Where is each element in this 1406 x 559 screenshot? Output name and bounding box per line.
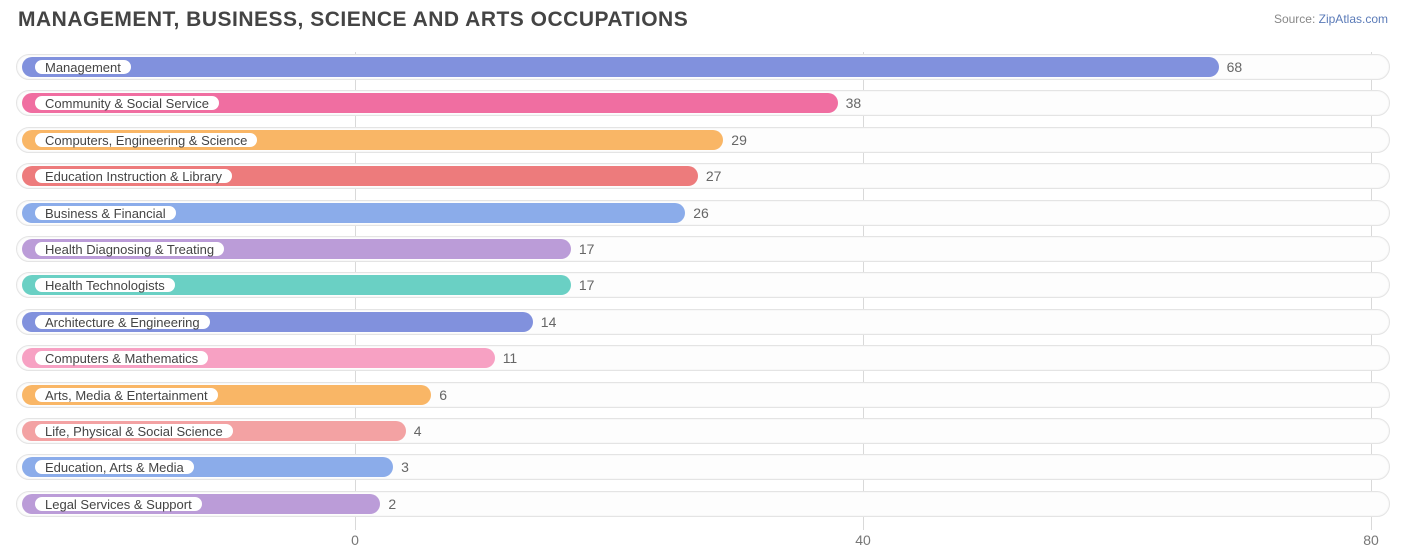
category-label-pill: Arts, Media & Entertainment <box>34 387 219 403</box>
value-label: 26 <box>693 205 709 221</box>
value-label: 38 <box>846 95 862 111</box>
bar-row: Computers & Mathematics 11 <box>16 343 1390 373</box>
bar-row: Architecture & Engineering 14 <box>16 307 1390 337</box>
value-label: 68 <box>1227 59 1243 75</box>
category-label-pill: Computers, Engineering & Science <box>34 132 258 148</box>
category-label-pill: Education Instruction & Library <box>34 168 233 184</box>
value-label: 6 <box>439 387 447 403</box>
bar-row: Education, Arts & Media 3 <box>16 452 1390 482</box>
x-axis-tick-label: 40 <box>855 532 871 548</box>
category-label-pill: Education, Arts & Media <box>34 459 195 475</box>
bar-row: Life, Physical & Social Science 4 <box>16 416 1390 446</box>
source-link[interactable]: ZipAtlas.com <box>1319 12 1388 26</box>
chart-header: MANAGEMENT, BUSINESS, SCIENCE AND ARTS O… <box>0 0 1406 46</box>
bar-row: Management 68 <box>16 52 1390 82</box>
category-label-pill: Health Diagnosing & Treating <box>34 241 225 257</box>
value-label: 27 <box>706 168 722 184</box>
value-label: 29 <box>731 132 747 148</box>
value-label: 4 <box>414 423 422 439</box>
chart-title: MANAGEMENT, BUSINESS, SCIENCE AND ARTS O… <box>18 8 688 32</box>
bar-row: Business & Financial 26 <box>16 198 1390 228</box>
data-bar <box>22 57 1219 77</box>
value-label: 17 <box>579 277 595 293</box>
value-label: 3 <box>401 459 409 475</box>
value-label: 17 <box>579 241 595 257</box>
x-axis-tick-label: 0 <box>351 532 359 548</box>
category-label-pill: Legal Services & Support <box>34 496 203 512</box>
category-label-pill: Life, Physical & Social Science <box>34 423 234 439</box>
category-label-pill: Business & Financial <box>34 205 177 221</box>
category-label-pill: Health Technologists <box>34 277 176 293</box>
bar-row: Health Diagnosing & Treating 17 <box>16 234 1390 264</box>
category-label-pill: Community & Social Service <box>34 95 220 111</box>
x-axis-tick-label: 80 <box>1363 532 1379 548</box>
bar-row: Arts, Media & Entertainment 6 <box>16 380 1390 410</box>
value-label: 2 <box>388 496 396 512</box>
bar-row: Legal Services & Support 2 <box>16 489 1390 519</box>
category-label-pill: Management <box>34 59 132 75</box>
chart-source: Source: ZipAtlas.com <box>1274 8 1388 26</box>
value-label: 14 <box>541 314 557 330</box>
chart-area: 04080Management68Community & Social Serv… <box>0 46 1406 519</box>
source-prefix: Source: <box>1274 12 1319 26</box>
category-label-pill: Architecture & Engineering <box>34 314 211 330</box>
bar-row: Community & Social Service 38 <box>16 88 1390 118</box>
bar-row: Health Technologists 17 <box>16 270 1390 300</box>
bar-row: Computers, Engineering & Science 29 <box>16 125 1390 155</box>
plot-area: 04080Management68Community & Social Serv… <box>16 52 1390 519</box>
bar-row: Education Instruction & Library 27 <box>16 161 1390 191</box>
value-label: 11 <box>503 350 518 366</box>
category-label-pill: Computers & Mathematics <box>34 350 209 366</box>
